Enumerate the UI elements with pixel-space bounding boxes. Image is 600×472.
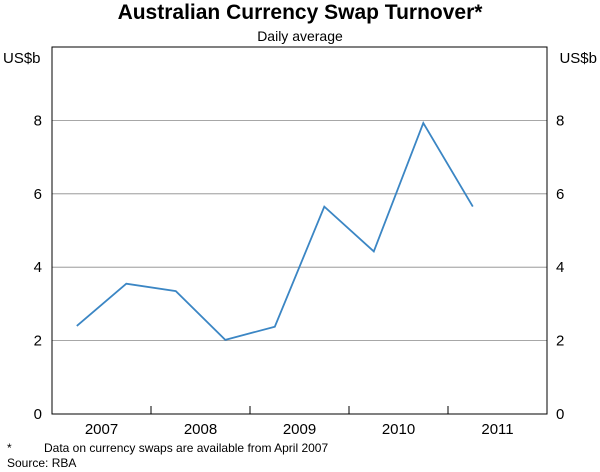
x-tick-label: 2010 <box>382 421 415 438</box>
y-tick-label-left: 4 <box>34 259 42 276</box>
y-unit-left: US$b <box>3 50 41 67</box>
chart-title: Australian Currency Swap Turnover* <box>117 1 483 24</box>
y-tick-label-right: 4 <box>556 259 564 276</box>
y-tick-label-left: 0 <box>34 406 42 423</box>
chart-subtitle: Daily average <box>257 28 343 44</box>
x-tick-label: 2008 <box>184 421 217 438</box>
series-layer <box>76 120 474 341</box>
footnote: * Data on currency swaps are available fr… <box>7 441 328 456</box>
plot-frame <box>51 46 548 415</box>
y-tick-label-left: 2 <box>34 333 42 350</box>
y-tick-label-right: 8 <box>556 112 564 129</box>
year-dividers <box>150 406 449 414</box>
y-tick-label-left: 6 <box>34 186 42 203</box>
x-tick-label: 2011 <box>481 421 513 438</box>
footnote-marker: * <box>7 441 12 455</box>
y-unit-right: US$b <box>559 50 597 67</box>
y-tick-label-right: 6 <box>556 186 564 203</box>
y-tick-label-right: 0 <box>556 406 564 423</box>
y-tick-label-right: 2 <box>556 333 564 350</box>
footnote-text: Data on currency swaps are available fro… <box>44 441 329 455</box>
axis-labels: 0 0 2 2 4 4 6 6 8 8 US$b US$b 2007 2008 2009 2010 2011 <box>3 50 597 438</box>
series-line <box>76 120 474 341</box>
gridlines <box>52 120 547 342</box>
x-tick-label: 2009 <box>283 421 316 438</box>
y-tick-label-left: 8 <box>34 112 42 129</box>
x-tick-label: 2007 <box>85 421 118 438</box>
source-note: Source: RBA <box>7 456 77 470</box>
